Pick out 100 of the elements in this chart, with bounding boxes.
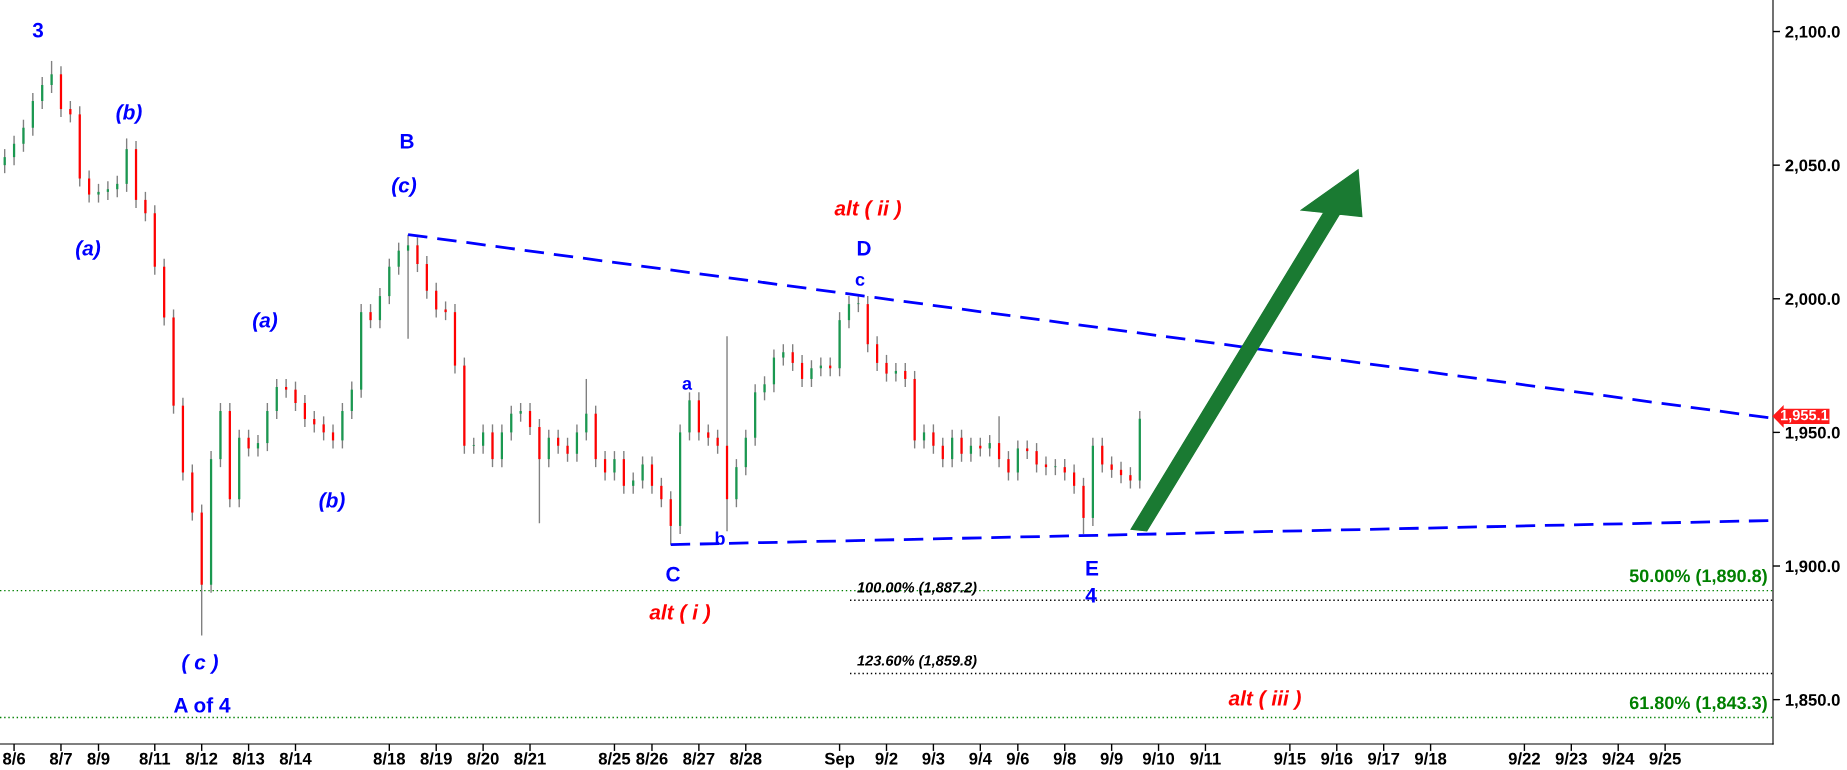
candlestick bbox=[688, 391, 691, 442]
candlestick bbox=[650, 455, 654, 495]
x-tick-label: 9/11 bbox=[1190, 752, 1221, 765]
x-tick-label: 8/14 bbox=[279, 752, 312, 765]
annotation: D bbox=[857, 241, 871, 256]
candlestick bbox=[50, 60, 53, 94]
y-tick-label: 2,000.0 bbox=[1785, 293, 1840, 308]
x-tick-label: 8/7 bbox=[49, 752, 72, 765]
candlestick bbox=[1026, 439, 1029, 460]
ref-line-label: 61.80% (1,843.3) bbox=[1629, 695, 1767, 713]
y-tick-label: 1,900.0 bbox=[1785, 560, 1840, 575]
candlestick bbox=[735, 458, 738, 508]
candlestick bbox=[613, 450, 616, 482]
candlestick bbox=[284, 378, 288, 399]
x-tick-label: 9/18 bbox=[1414, 752, 1447, 765]
candlestick bbox=[894, 362, 898, 383]
candlestick bbox=[106, 180, 110, 201]
candlestick bbox=[144, 191, 147, 222]
candlestick bbox=[1007, 450, 1010, 482]
x-tick-label: 9/25 bbox=[1649, 752, 1681, 765]
candlestick bbox=[125, 137, 128, 193]
y-tick-label: 1,950.0 bbox=[1785, 426, 1840, 442]
x-tick-label: 9/16 bbox=[1321, 752, 1353, 765]
annotation: a bbox=[682, 379, 693, 390]
x-tick-label: 9/2 bbox=[875, 752, 898, 765]
annotation: A of 4 bbox=[173, 697, 231, 713]
annotation: c bbox=[855, 275, 865, 286]
x-tick-label: 9/3 bbox=[922, 752, 945, 765]
candlestick bbox=[1129, 466, 1132, 490]
annotation: 4 bbox=[1085, 588, 1097, 603]
y-tick-label: 2,100.0 bbox=[1785, 25, 1840, 41]
x-tick-label: 8/21 bbox=[514, 752, 546, 765]
x-tick-label: 9/10 bbox=[1142, 752, 1175, 765]
y-tick-label: 2,050.0 bbox=[1785, 159, 1840, 174]
candlestick bbox=[810, 359, 813, 388]
candlestick bbox=[1054, 458, 1057, 476]
x-tick-label: 8/12 bbox=[186, 752, 218, 765]
x-tick-label: 8/9 bbox=[87, 752, 110, 765]
x-tick-label: 8/19 bbox=[420, 752, 452, 765]
x-tick-label: 8/13 bbox=[232, 752, 265, 765]
x-tick-label: 9/9 bbox=[1100, 752, 1123, 765]
candlestick bbox=[632, 471, 635, 495]
x-tick-label: 8/18 bbox=[373, 752, 406, 765]
candlestick bbox=[519, 402, 522, 423]
candlestick bbox=[341, 402, 344, 450]
x-tick-label: 8/11 bbox=[139, 752, 171, 765]
annotation: E bbox=[1086, 561, 1099, 576]
candlestick bbox=[1110, 455, 1113, 479]
candlestick bbox=[857, 295, 860, 313]
candlestick bbox=[641, 455, 644, 490]
x-tick-label: 9/17 bbox=[1368, 752, 1400, 765]
candlestick bbox=[172, 308, 175, 415]
ref-line-label: 100.00% (1,887.2) bbox=[857, 581, 977, 596]
x-tick-label: 9/4 bbox=[969, 752, 992, 765]
x-tick-label: 8/6 bbox=[3, 752, 26, 765]
candlestick bbox=[369, 303, 372, 329]
candlestick bbox=[1044, 455, 1048, 476]
x-tick-label: 8/20 bbox=[467, 752, 499, 765]
text: 1,955.1 bbox=[1781, 409, 1829, 423]
candlestick bbox=[247, 429, 250, 458]
annotation: (b) bbox=[116, 104, 142, 124]
candlestick bbox=[763, 375, 766, 402]
candlestick bbox=[294, 380, 297, 412]
candlestick bbox=[538, 418, 541, 524]
annotation: 3 bbox=[32, 22, 44, 38]
annotation: ( c ) bbox=[182, 654, 218, 674]
candlestick bbox=[932, 423, 935, 455]
annotation: alt ( ii ) bbox=[834, 200, 901, 220]
annotation: (a) bbox=[253, 312, 278, 332]
annotation: B bbox=[400, 134, 414, 149]
annotation: (c) bbox=[392, 177, 417, 197]
candlestick bbox=[444, 300, 447, 321]
candlestick bbox=[875, 335, 879, 372]
candlestick bbox=[491, 423, 494, 468]
x-tick-label: 9/8 bbox=[1053, 752, 1076, 765]
annotation: C bbox=[666, 566, 680, 582]
candlestick bbox=[1035, 442, 1038, 474]
candlestick bbox=[22, 119, 25, 153]
candlestick bbox=[566, 437, 569, 463]
ref-line-label: 123.60% (1,859.8) bbox=[857, 655, 977, 669]
candlestick bbox=[416, 236, 419, 273]
candlestick bbox=[791, 343, 794, 372]
y-tick-label: 1,850.0 bbox=[1785, 694, 1840, 709]
x-tick-label: 8/25 bbox=[598, 752, 631, 765]
x-tick-label: 9/24 bbox=[1602, 752, 1635, 765]
x-tick-label: 9/6 bbox=[1006, 752, 1029, 765]
candlestick bbox=[481, 423, 485, 455]
x-tick-label: 8/28 bbox=[730, 752, 762, 765]
candlestick bbox=[575, 423, 579, 463]
candlestick bbox=[97, 183, 100, 204]
candlestick bbox=[219, 402, 222, 468]
x-tick-label: 9/15 bbox=[1274, 752, 1306, 765]
annotation: (b) bbox=[319, 492, 345, 512]
ref-line-label: 50.00% (1,890.8) bbox=[1629, 568, 1767, 586]
x-tick-label: Sep bbox=[824, 752, 855, 768]
x-tick-label: 8/27 bbox=[683, 752, 715, 765]
x-tick-label: 9/23 bbox=[1555, 752, 1587, 765]
annotation: alt ( i ) bbox=[649, 604, 711, 624]
candlestick bbox=[838, 311, 841, 377]
candlestick bbox=[960, 429, 963, 463]
